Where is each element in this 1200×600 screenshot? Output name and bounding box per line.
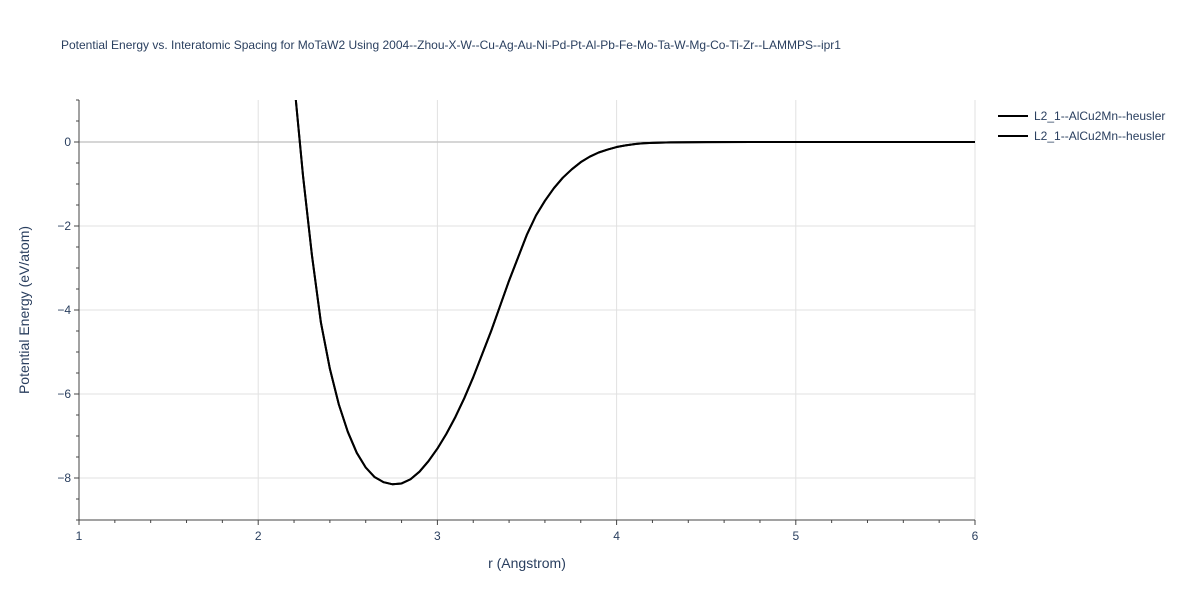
legend: L2_1--AlCu2Mn--heusler L2_1--AlCu2Mn--heu… <box>998 106 1165 146</box>
series-line-2[interactable] <box>294 100 975 486</box>
x-tick-label: 3 <box>434 529 441 543</box>
series-lines[interactable] <box>294 100 975 486</box>
y-tick-label: 0 <box>64 135 71 149</box>
y-tick-label: −2 <box>57 219 71 233</box>
x-tick-label: 1 <box>76 529 83 543</box>
y-axis-title: Potential Energy (eV/atom) <box>16 226 32 394</box>
legend-label: L2_1--AlCu2Mn--heusler <box>1034 129 1166 143</box>
axes <box>74 99 976 525</box>
y-tick-label: −4 <box>57 303 71 317</box>
tick-labels: 1 2 3 4 5 6 −8 −6 −4 −2 0 <box>57 135 978 543</box>
x-tick-label: 4 <box>613 529 620 543</box>
chart-title: Potential Energy vs. Interatomic Spacing… <box>61 38 841 52</box>
legend-label: L2_1--AlCu2Mn--heusler <box>1034 109 1166 123</box>
x-tick-label: 2 <box>255 529 262 543</box>
x-tick-label: 6 <box>972 529 979 543</box>
y-tick-label: −8 <box>57 471 71 485</box>
legend-swatch <box>998 135 1028 137</box>
x-tick-label: 5 <box>792 529 799 543</box>
legend-item-1[interactable]: L2_1--AlCu2Mn--heusler <box>998 106 1165 126</box>
legend-swatch <box>998 115 1028 117</box>
y-tick-label: −6 <box>57 387 71 401</box>
grid-lines <box>79 100 976 520</box>
legend-item-2[interactable]: L2_1--AlCu2Mn--heusler <box>998 126 1165 146</box>
series-line-1[interactable] <box>294 100 975 486</box>
x-axis-title: r (Angstrom) <box>488 555 566 571</box>
